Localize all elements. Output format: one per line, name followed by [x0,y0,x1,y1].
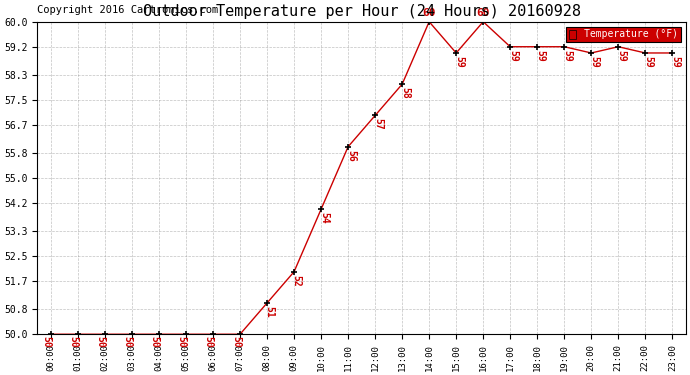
Text: 59: 59 [589,56,599,68]
Text: 51: 51 [265,306,275,318]
Text: Copyright 2016 Cartronics.com: Copyright 2016 Cartronics.com [37,6,219,15]
Text: 50: 50 [177,336,187,347]
Text: 57: 57 [373,118,383,130]
Text: 54: 54 [319,212,329,224]
Text: 60: 60 [476,8,490,18]
Text: 50: 50 [96,336,106,347]
Title: Outdoor Temperature per Hour (24 Hours) 20160928: Outdoor Temperature per Hour (24 Hours) … [143,4,580,19]
Text: 59: 59 [670,56,680,68]
Text: 59: 59 [508,50,518,61]
Text: 59: 59 [454,56,464,68]
Text: 59: 59 [562,50,572,61]
Text: 50: 50 [123,336,132,347]
Text: 56: 56 [346,150,356,161]
Text: 50: 50 [204,336,214,347]
Text: 59: 59 [535,50,545,61]
Text: 52: 52 [292,274,302,286]
Text: 50: 50 [231,336,241,347]
Text: 50: 50 [41,336,52,347]
Text: 60: 60 [422,8,436,18]
Text: 59: 59 [616,50,626,61]
Text: 50: 50 [150,336,160,347]
Text: 59: 59 [643,56,653,68]
Legend: Temperature (°F): Temperature (°F) [566,27,681,42]
Text: 58: 58 [400,87,410,99]
Text: 50: 50 [69,336,79,347]
